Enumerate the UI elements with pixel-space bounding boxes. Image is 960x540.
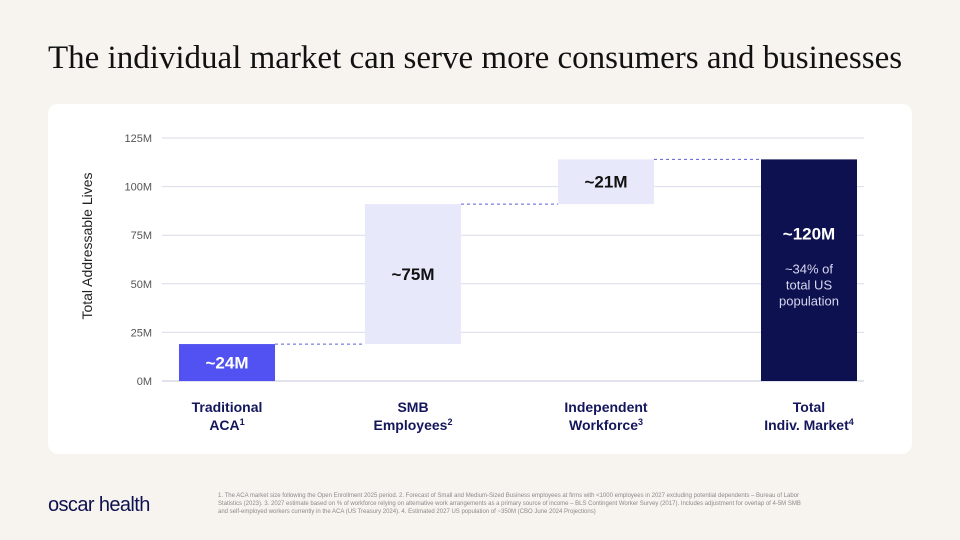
bar-note: population (779, 293, 839, 308)
category-label: Workforce3 (569, 417, 643, 433)
chart-card: 0M 25M 50M 75M 100M 125M Total Addressable Liv… (48, 104, 912, 454)
slide-title: The individual market can serve more con… (48, 40, 903, 76)
category-label: Indiv. Market4 (764, 417, 854, 433)
y-tick-label: 100M (124, 182, 152, 194)
category-label: Independent (564, 399, 648, 415)
footnotes: 1. The ACA market size following the Ope… (218, 493, 801, 515)
category-label: Total (793, 399, 825, 415)
category-label: Traditional (192, 399, 263, 415)
waterfall-chart: 0M 25M 50M 75M 100M 125M Total Addressable Liv… (79, 133, 864, 433)
category-label: SMB (397, 399, 428, 415)
bar-value-label: ~120M (783, 224, 835, 243)
bar (365, 204, 461, 345)
oscar-health-logo: oscar health (48, 494, 150, 516)
y-tick-label: 75M (131, 230, 152, 242)
y-tick-label: 50M (131, 279, 152, 291)
bar-note: ~34% of (785, 261, 833, 276)
y-tick-label: 0M (137, 376, 152, 388)
category-label: ACA1 (209, 417, 244, 433)
y-tick-label: 25M (131, 327, 152, 339)
bar-value-label: ~21M (585, 173, 628, 192)
bar (761, 159, 857, 381)
bar (558, 159, 654, 205)
category-label: Employees2 (374, 417, 453, 433)
y-axis-label: Total Addressable Lives (79, 172, 95, 319)
bar-value-label: ~75M (392, 265, 435, 284)
bar-value-label: ~24M (206, 354, 249, 373)
y-tick-label: 125M (124, 133, 152, 145)
bar (179, 344, 275, 381)
bar-note: total US (786, 277, 833, 292)
